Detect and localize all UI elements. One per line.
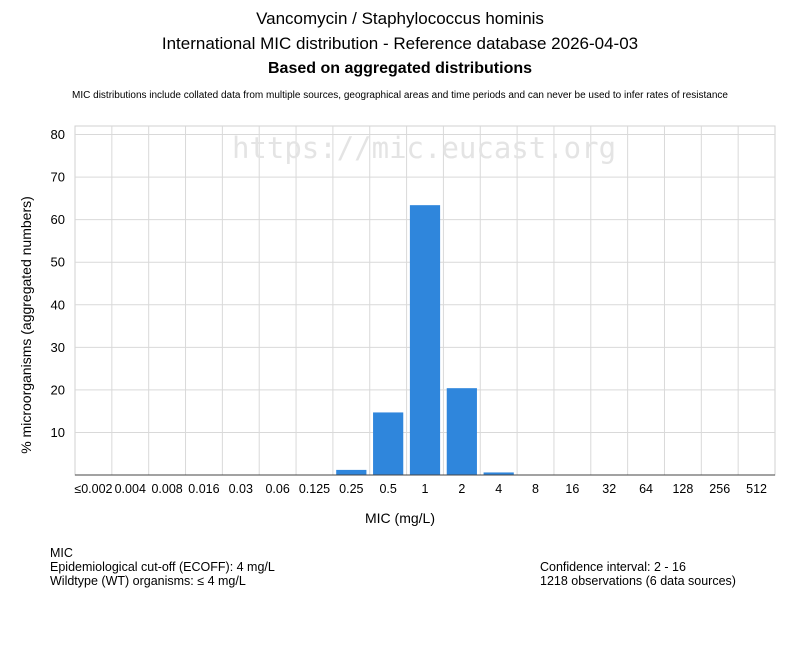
y-tick-label: 50	[51, 255, 65, 270]
watermark: https://mic.eucast.org	[232, 131, 616, 165]
footer-observations: 1218 observations (6 data sources)	[540, 574, 736, 588]
footer-left: MIC Epidemiological cut-off (ECOFF): 4 m…	[50, 546, 275, 588]
x-tick-label: 2	[458, 482, 465, 496]
bars	[336, 205, 514, 475]
y-axis-label: % microorganisms (aggregated numbers)	[18, 196, 34, 454]
footer-ecoff: Epidemiological cut-off (ECOFF): 4 mg/L	[50, 560, 275, 574]
bar-0.5	[373, 412, 404, 475]
x-tick-label: 0.25	[339, 482, 363, 496]
x-tick-label: ≤0.002	[74, 482, 112, 496]
footer-confidence-interval: Confidence interval: 2 - 16	[540, 560, 686, 574]
y-tick-label: 80	[51, 127, 65, 142]
x-tick-label: 16	[565, 482, 579, 496]
y-tick-label: 10	[51, 425, 65, 440]
bar-1	[409, 205, 441, 475]
chart-basis: Based on aggregated distributions	[267, 60, 533, 77]
x-tick-label: 8	[532, 482, 539, 496]
footer-right: Confidence interval: 2 - 16 1218 observa…	[540, 560, 736, 588]
chart-subtitle: International MIC distribution - Referen…	[161, 34, 639, 53]
x-tick-label: 0.06	[265, 482, 289, 496]
chart-disclaimer: MIC distributions include collated data …	[72, 90, 728, 101]
y-tick-label: 60	[51, 212, 65, 227]
x-tick-label: 64	[639, 482, 653, 496]
x-tick-label: 0.03	[229, 482, 253, 496]
y-tick-label: 20	[51, 382, 65, 397]
footer-mic-label: MIC	[50, 546, 73, 560]
x-tick-label: 32	[602, 482, 616, 496]
x-tick-label: 256	[709, 482, 730, 496]
x-tick-label: 0.5	[379, 482, 396, 496]
bar-0.25	[336, 469, 367, 475]
x-tick-label: 4	[495, 482, 502, 496]
x-axis-label: MIC (mg/L)	[365, 510, 435, 526]
x-tick-label: 0.008	[151, 482, 182, 496]
footer-wildtype: Wildtype (WT) organisms: ≤ 4 mg/L	[50, 574, 246, 588]
x-tick-label: 1	[422, 482, 429, 496]
bar-2	[446, 388, 477, 475]
x-tick-label: 128	[672, 482, 693, 496]
y-tick-label: 30	[51, 340, 65, 355]
chart-title: Vancomycin / Staphylococcus hominis	[256, 9, 544, 28]
y-tick-label: 40	[51, 297, 65, 312]
bar-4	[483, 472, 514, 475]
y-tick-label: 70	[51, 170, 65, 185]
x-tick-label: 0.004	[115, 482, 146, 496]
axes: 10 20 30 40 50 60 70 80 ≤0.002 0.004 0.008 0.016 0.0…	[51, 127, 775, 496]
x-tick-label: 512	[746, 482, 767, 496]
x-tick-label: 0.016	[188, 482, 219, 496]
x-tick-label: 0.125	[299, 482, 330, 496]
